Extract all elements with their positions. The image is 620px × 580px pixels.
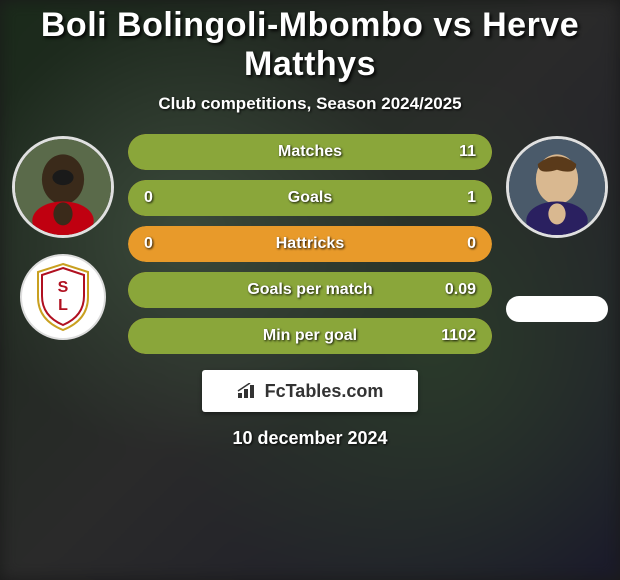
stat-row: 0Hattricks0 <box>128 226 492 262</box>
stat-bar-inner: 0Goals1 <box>128 180 492 216</box>
stat-label: Matches <box>128 143 492 161</box>
chart-icon <box>237 383 259 399</box>
page-title: Boli Bolingoli-Mbombo vs Herve Matthys <box>0 6 620 84</box>
brand-text: FcTables.com <box>265 381 384 402</box>
player-right-avatar <box>506 136 608 238</box>
club-left-badge: S L <box>20 254 106 340</box>
subtitle: Club competitions, Season 2024/2025 <box>0 94 620 114</box>
content: Boli Bolingoli-Mbombo vs Herve Matthys C… <box>0 0 620 580</box>
svg-text:S: S <box>58 279 69 296</box>
stat-bars: Matches11 0Goals1 0Hattricks0 Goals per mat… <box>128 132 492 354</box>
avatar-left-icon <box>15 139 111 235</box>
stat-label: Min per goal <box>128 327 492 345</box>
avatar-right-icon <box>509 139 605 235</box>
stat-row: Matches11 <box>128 134 492 170</box>
stat-bar-inner: Goals per match0.09 <box>128 272 492 308</box>
stat-row: Min per goal1102 <box>128 318 492 354</box>
left-column: S L <box>8 132 118 340</box>
comparison-area: S L Matches11 0Goals1 0Hattricks0 Goals per… <box>0 132 620 354</box>
stat-label: Goals per match <box>128 281 492 299</box>
stat-bar-inner: 0Hattricks0 <box>128 226 492 262</box>
shield-icon: S L <box>33 262 93 332</box>
brand-box: FcTables.com <box>202 370 418 412</box>
stat-label: Goals <box>128 189 492 207</box>
club-right-badge <box>506 296 608 322</box>
player-left-avatar <box>12 136 114 238</box>
stat-row: Goals per match0.09 <box>128 272 492 308</box>
stat-label: Hattricks <box>128 235 492 253</box>
stat-bar-inner: Min per goal1102 <box>128 318 492 354</box>
date-text: 10 december 2024 <box>0 428 620 449</box>
stat-bar-inner: Matches11 <box>128 134 492 170</box>
stat-row: 0Goals1 <box>128 180 492 216</box>
svg-text:L: L <box>58 297 68 314</box>
right-column <box>502 132 612 322</box>
